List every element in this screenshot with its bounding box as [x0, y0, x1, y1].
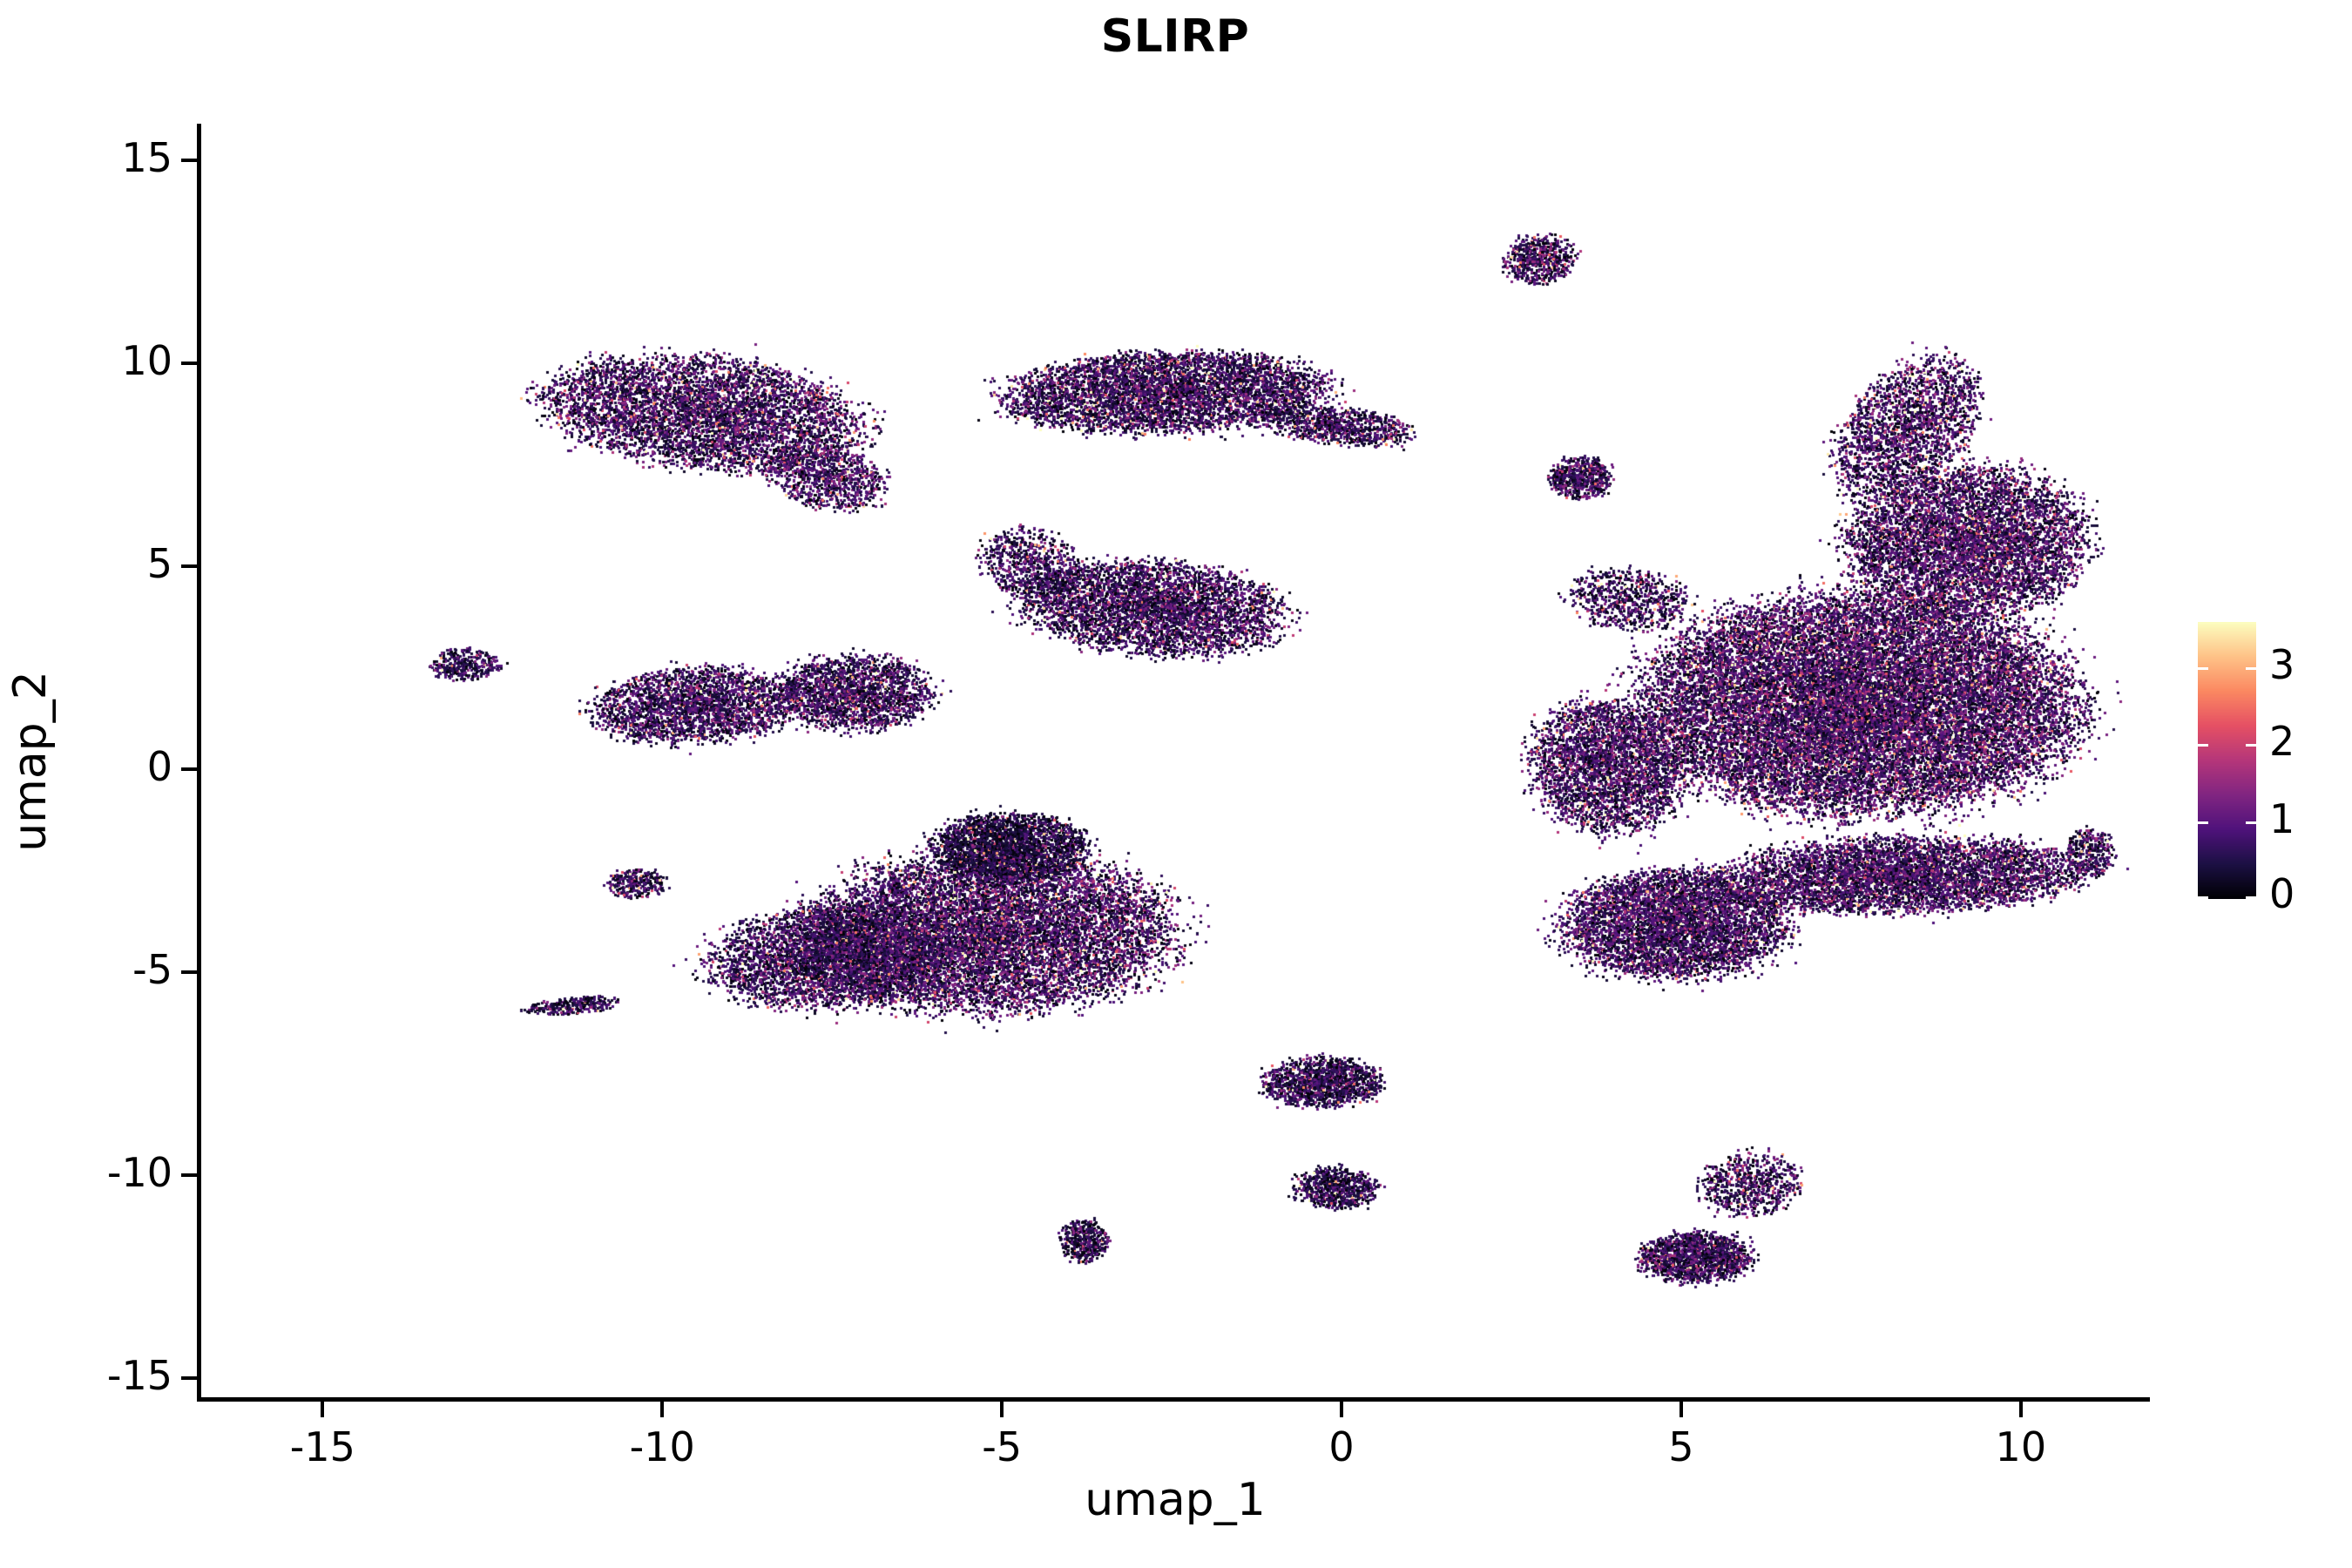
- x-tick-label: 5: [1668, 1423, 1694, 1470]
- x-axis-label: umap_1: [1085, 1474, 1266, 1526]
- x-tick-label: -10: [629, 1423, 695, 1470]
- colorbar-tick-label: 3: [2269, 641, 2295, 688]
- x-tick-label: -15: [289, 1423, 355, 1470]
- y-tick-label: -10: [106, 1148, 172, 1196]
- colorbar-tick-mark: [2246, 744, 2256, 747]
- x-tick-label: -5: [982, 1423, 1023, 1470]
- y-tick-mark: [181, 361, 197, 365]
- x-tick-mark: [1000, 1402, 1004, 1417]
- x-tick-label: 0: [1328, 1423, 1355, 1470]
- x-tick-mark: [321, 1402, 325, 1417]
- page-title: SLIRP: [1100, 10, 1250, 63]
- x-tick-label: 10: [1995, 1423, 2047, 1470]
- colorbar-tick-mark: [2198, 744, 2208, 747]
- y-axis-spine: [197, 124, 201, 1402]
- y-tick-label: -5: [132, 945, 172, 993]
- colorbar-gradient: [2198, 622, 2256, 899]
- x-tick-mark: [660, 1402, 665, 1417]
- y-tick-label: 15: [121, 133, 172, 181]
- y-tick-label: -15: [106, 1351, 172, 1399]
- x-tick-mark: [1679, 1402, 1683, 1417]
- colorbar-tick-mark: [2198, 896, 2208, 899]
- y-tick-mark: [181, 158, 197, 162]
- y-tick-mark: [181, 767, 197, 771]
- y-tick-label: 0: [146, 742, 172, 790]
- colorbar: 3 2 1 0: [2198, 622, 2346, 917]
- colorbar-tick-mark: [2198, 667, 2208, 670]
- x-axis-spine: [197, 1397, 2150, 1402]
- colorbar-tick-mark: [2198, 821, 2208, 824]
- y-tick-mark: [181, 564, 197, 568]
- colorbar-tick-label: 1: [2269, 794, 2295, 842]
- x-tick-mark: [1340, 1402, 1344, 1417]
- x-tick-mark: [2018, 1402, 2023, 1417]
- y-tick-mark: [181, 970, 197, 974]
- y-tick-mark: [181, 1375, 197, 1380]
- umap-scatter-plot: [200, 124, 2150, 1398]
- colorbar-tick-label: 2: [2269, 718, 2295, 766]
- plot-area: 15 10 5 0 -5 -10 -15 -15 -10 -5 0 5 10: [107, 124, 2150, 1470]
- colorbar-tick-label: 0: [2269, 870, 2295, 917]
- colorbar-tick-mark: [2246, 821, 2256, 824]
- y-tick-label: 10: [121, 336, 172, 384]
- y-tick-mark: [181, 1173, 197, 1177]
- colorbar-tick-mark: [2246, 896, 2256, 899]
- y-tick-label: 5: [146, 539, 172, 587]
- colorbar-tick-mark: [2246, 667, 2256, 670]
